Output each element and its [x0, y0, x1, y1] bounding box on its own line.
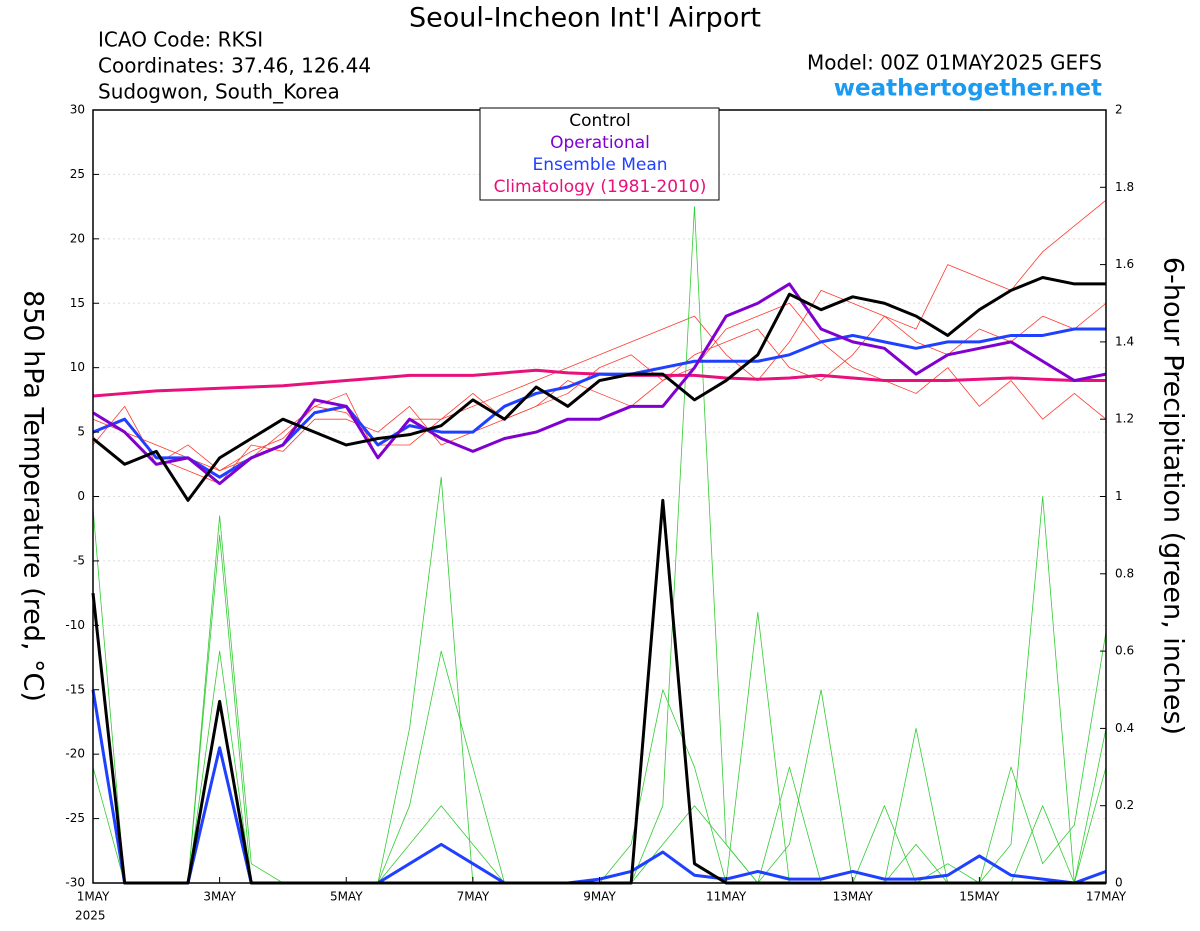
x-tick-label: 3MAY: [203, 890, 236, 904]
x-tick-label: 15MAY: [959, 890, 1000, 904]
x-tick-label: 11MAY: [706, 890, 747, 904]
info-line: Coordinates: 37.46, 126.44: [98, 54, 371, 78]
series-line: [92, 282, 1107, 486]
y-tick-label: -10: [65, 618, 85, 632]
plot-area: [91, 109, 1107, 885]
legend-entry: Control: [569, 111, 630, 131]
y2-axis-label: 6-hour Precipitation (green, inches): [1158, 257, 1189, 735]
x-tick-label: 5MAY: [330, 890, 363, 904]
chart-title: Seoul-Incheon Int'l Airport: [409, 3, 761, 34]
legend-entry: Ensemble Mean: [532, 155, 667, 175]
y2-tick-label: 1.6: [1115, 257, 1134, 271]
y-axis-label: 850 hPa Temperature (red, °C): [18, 290, 49, 702]
y2-tick-label: 0: [1115, 876, 1123, 890]
y-tick-label: 0: [77, 489, 85, 503]
legend-entry: Operational: [550, 133, 650, 153]
y2-tick-label: 0.8: [1115, 566, 1134, 580]
y-tick-label: -30: [65, 876, 85, 890]
x-tick-label: 17MAY: [1086, 890, 1127, 904]
y-tick-label: -5: [73, 553, 85, 567]
info-line: Sudogwon, South_Korea: [98, 80, 340, 104]
y2-tick-label: 1.2: [1115, 412, 1134, 426]
info-line: ICAO Code: RKSI: [98, 28, 263, 52]
y-tick-label: -25: [65, 811, 85, 825]
y2-tick-label: 1.8: [1115, 180, 1134, 194]
y-tick-label: 15: [70, 296, 85, 310]
series-line: [92, 302, 1107, 472]
x-tick-label: 9MAY: [583, 890, 616, 904]
x-tick-label: 1MAY: [77, 890, 110, 904]
legend-entry: Climatology (1981-2010): [494, 177, 707, 197]
y2-tick-label: 0.4: [1115, 721, 1134, 735]
y-tick-label: 20: [70, 231, 85, 245]
series-line: [92, 302, 1107, 485]
x-tick-label: 13MAY: [833, 890, 874, 904]
y-tick-label: -20: [65, 747, 85, 761]
model-line: Model: 00Z 01MAY2025 GEFS: [807, 51, 1102, 75]
y-tick-label: 5: [77, 425, 85, 439]
legend-box: [479, 107, 720, 201]
y2-tick-label: 0.6: [1115, 644, 1134, 658]
y2-tick-label: 2: [1115, 103, 1123, 117]
y-tick-label: 10: [70, 360, 85, 374]
year-label: 2025: [75, 909, 106, 923]
series-line: [92, 275, 1106, 502]
y-tick-label: 30: [70, 103, 85, 117]
y2-tick-label: 1: [1115, 489, 1123, 503]
website: weathertogether.net: [834, 76, 1102, 102]
y-tick-label: 25: [70, 167, 85, 181]
y-tick-label: -15: [65, 682, 85, 696]
y2-tick-label: 0.2: [1115, 798, 1134, 812]
y2-tick-label: 1.4: [1115, 334, 1134, 348]
x-tick-label: 7MAY: [457, 890, 490, 904]
